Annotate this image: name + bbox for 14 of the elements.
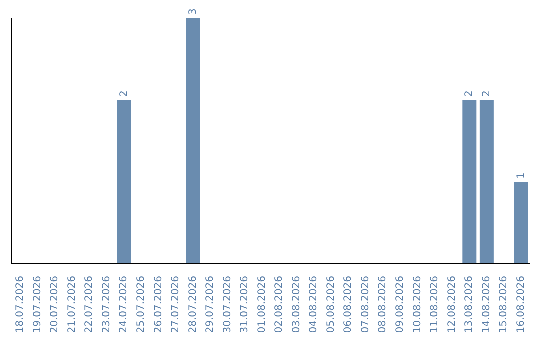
x-tick-label: 13.08.2026 [464, 276, 476, 334]
x-tick-label: 15.08.2026 [498, 276, 510, 334]
x-tick-label: 11.08.2026 [430, 276, 441, 334]
x-tick-label: 18.07.2026 [15, 276, 26, 334]
x-tick-label: 10.08.2026 [412, 276, 424, 334]
data-label: 2 [481, 90, 492, 97]
x-tick-label: 19.07.2026 [32, 276, 44, 334]
data-label: 2 [118, 90, 130, 97]
x-tick-label: 16.08.2026 [516, 276, 527, 334]
x-tick-label: 12.08.2026 [446, 276, 458, 334]
x-tick-label: 14.08.2026 [481, 276, 492, 334]
data-label: 2 [464, 90, 476, 97]
data-label: 3 [188, 8, 199, 15]
data-label: 1 [516, 172, 527, 179]
